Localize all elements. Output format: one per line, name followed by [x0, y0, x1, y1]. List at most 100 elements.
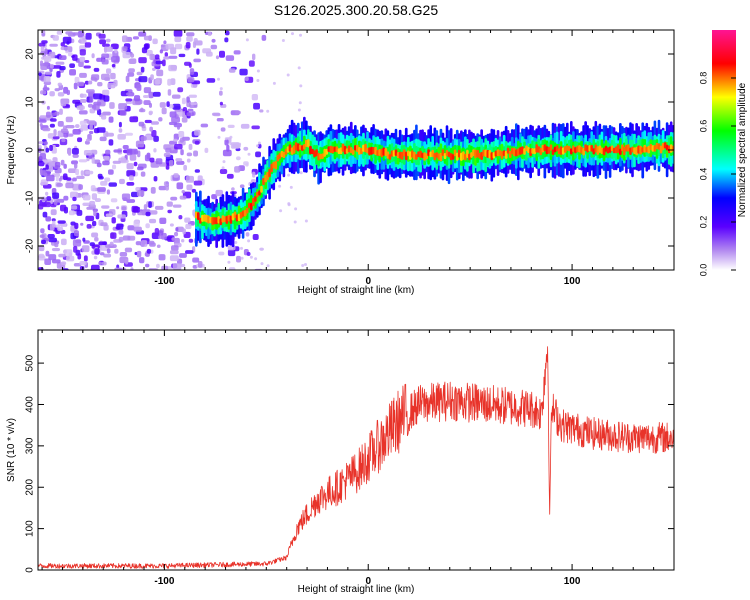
heatmap-noise-cell: [159, 49, 163, 54]
heatmap-noise-cell: [108, 169, 114, 175]
heatmap-noise-cell: [51, 218, 56, 222]
heatmap-noise-cell: [50, 118, 57, 122]
heatmap-noise-cell: [46, 105, 50, 110]
heatmap-noise-cell: [266, 264, 270, 268]
heatmap-noise-cell: [38, 203, 44, 210]
heatmap-noise-cell: [136, 71, 143, 76]
heatmap-noise-cell: [134, 95, 141, 102]
heatmap-noise-cell: [44, 258, 52, 265]
heatmap-noise-cell: [53, 129, 57, 137]
heatmap-ridge-cell: [537, 146, 541, 153]
heatmap-noise-cell: [228, 267, 236, 270]
heatmap-noise-cell: [59, 55, 67, 60]
heatmap-ridge-cell: [394, 149, 398, 156]
heatmap-noise-cell: [174, 36, 182, 43]
heatmap-ridge-cell: [527, 147, 530, 153]
heatmap-noise-cell: [70, 191, 79, 199]
heatmap-noise-cell: [45, 250, 50, 257]
heatmap-noise-cell: [166, 101, 170, 107]
heatmap-noise-cell: [166, 201, 173, 207]
heatmap-noise-cell: [79, 261, 87, 266]
heatmap-noise-cell: [60, 229, 66, 235]
heatmap-noise-cell: [57, 92, 65, 97]
heatmap-noise-cell: [49, 64, 54, 69]
heatmap-noise-cell: [137, 150, 141, 158]
heatmap-ridge-cell: [616, 144, 620, 153]
heatmap-noise-cell: [110, 43, 119, 50]
heatmap-noise-cell: [125, 258, 129, 265]
heatmap-noise-cell: [94, 248, 100, 255]
heatmap-noise-cell: [103, 253, 112, 258]
heatmap-noise-cell: [53, 200, 58, 206]
heatmap-ridge-cell: [506, 147, 510, 154]
heatmap-ridge-cell: [435, 152, 439, 158]
heatmap-ridge-cell: [437, 153, 441, 160]
heatmap-noise-cell: [129, 116, 139, 123]
heatmap-noise-cell: [96, 162, 102, 168]
heatmap-noise-cell: [182, 136, 190, 141]
heatmap-noise-cell: [226, 144, 230, 152]
heatmap-noise-cell: [96, 127, 106, 133]
heatmap-noise-cell: [188, 94, 197, 98]
heatmap-noise-cell: [202, 48, 212, 54]
heatmap-noise-cell: [110, 198, 118, 203]
heatmap-ridge-cell: [631, 146, 634, 153]
heatmap-noise-cell: [144, 119, 152, 124]
heatmap-noise-cell: [297, 66, 301, 70]
heatmap-noise-cell: [119, 252, 128, 257]
heatmap-ridge-cell: [590, 144, 593, 152]
heatmap-noise-cell: [56, 183, 63, 187]
heatmap-noise-cell: [150, 187, 156, 194]
heatmap-noise-cell: [68, 168, 77, 173]
heatmap-noise-cell: [181, 239, 185, 243]
heatmap-noise-cell: [189, 68, 195, 75]
heatmap-noise-cell: [231, 187, 235, 191]
heatmap-noise-cell: [102, 160, 110, 166]
heatmap-noise-cell: [87, 103, 93, 108]
heatmap-noise-cell: [136, 250, 142, 258]
heatmap-ridge-cell: [600, 147, 604, 155]
heatmap-ridge-cell: [366, 147, 369, 154]
heatmap-noise-cell: [252, 171, 256, 178]
heatmap-noise-cell: [76, 105, 85, 110]
colorbar: 0.0 0.2 0.4 0.6 0.8 Normalized spectral ampl…: [698, 30, 748, 276]
heatmap-noise-cell: [178, 131, 185, 138]
heatmap-noise-cell: [102, 89, 110, 96]
heatmap-noise-cell: [191, 188, 197, 193]
heatmap-noise-cell: [84, 60, 90, 63]
heatmap-noise-cell: [50, 209, 57, 216]
heatmap-noise-cell: [182, 228, 186, 235]
heatmap-noise-cell: [255, 151, 261, 158]
heatmap-ridge-cell: [197, 212, 200, 221]
heatmap-noise-cell: [45, 164, 49, 170]
heatmap-ridge-cell: [335, 146, 339, 153]
heatmap-noise-cell: [169, 159, 174, 167]
heatmap-ridge-cell: [614, 146, 618, 154]
heatmap-noise-cell: [187, 108, 194, 112]
heatmap-noise-cell: [38, 72, 42, 77]
heatmap-noise-cell: [44, 71, 52, 75]
heatmap-noise-cell: [51, 112, 56, 116]
heatmap-noise-cell: [228, 68, 236, 73]
heatmap-ridge-cell: [292, 145, 296, 154]
heatmap-noise-cell: [89, 130, 94, 135]
heatmap-noise-cell: [126, 92, 132, 96]
heatmap-noise-cell: [57, 220, 66, 224]
heatmap-noise-cell: [106, 189, 110, 195]
heatmap-noise-cell: [60, 159, 65, 166]
heatmap-noise-cell: [41, 40, 48, 44]
colorbar-tick-label: 0.4: [698, 168, 708, 181]
heatmap-noise-cell: [74, 76, 80, 83]
heatmap-noise-cell: [188, 238, 194, 243]
heatmap-noise-cell: [119, 178, 125, 185]
heatmap-noise-cell: [66, 177, 72, 181]
heatmap-ridge-cell: [235, 214, 239, 222]
heatmap-noise-cell: [83, 255, 88, 262]
heatmap-noise-cell: [135, 140, 145, 148]
heatmap-noise-cell: [158, 185, 167, 191]
heatmap-noise-cell: [73, 153, 78, 158]
heatmap-noise-cell: [179, 195, 187, 200]
heatmap-ylabel: Frequency (Hz): [6, 116, 17, 185]
heatmap-noise-cell: [80, 124, 89, 131]
heatmap-noise-cell: [175, 158, 183, 162]
